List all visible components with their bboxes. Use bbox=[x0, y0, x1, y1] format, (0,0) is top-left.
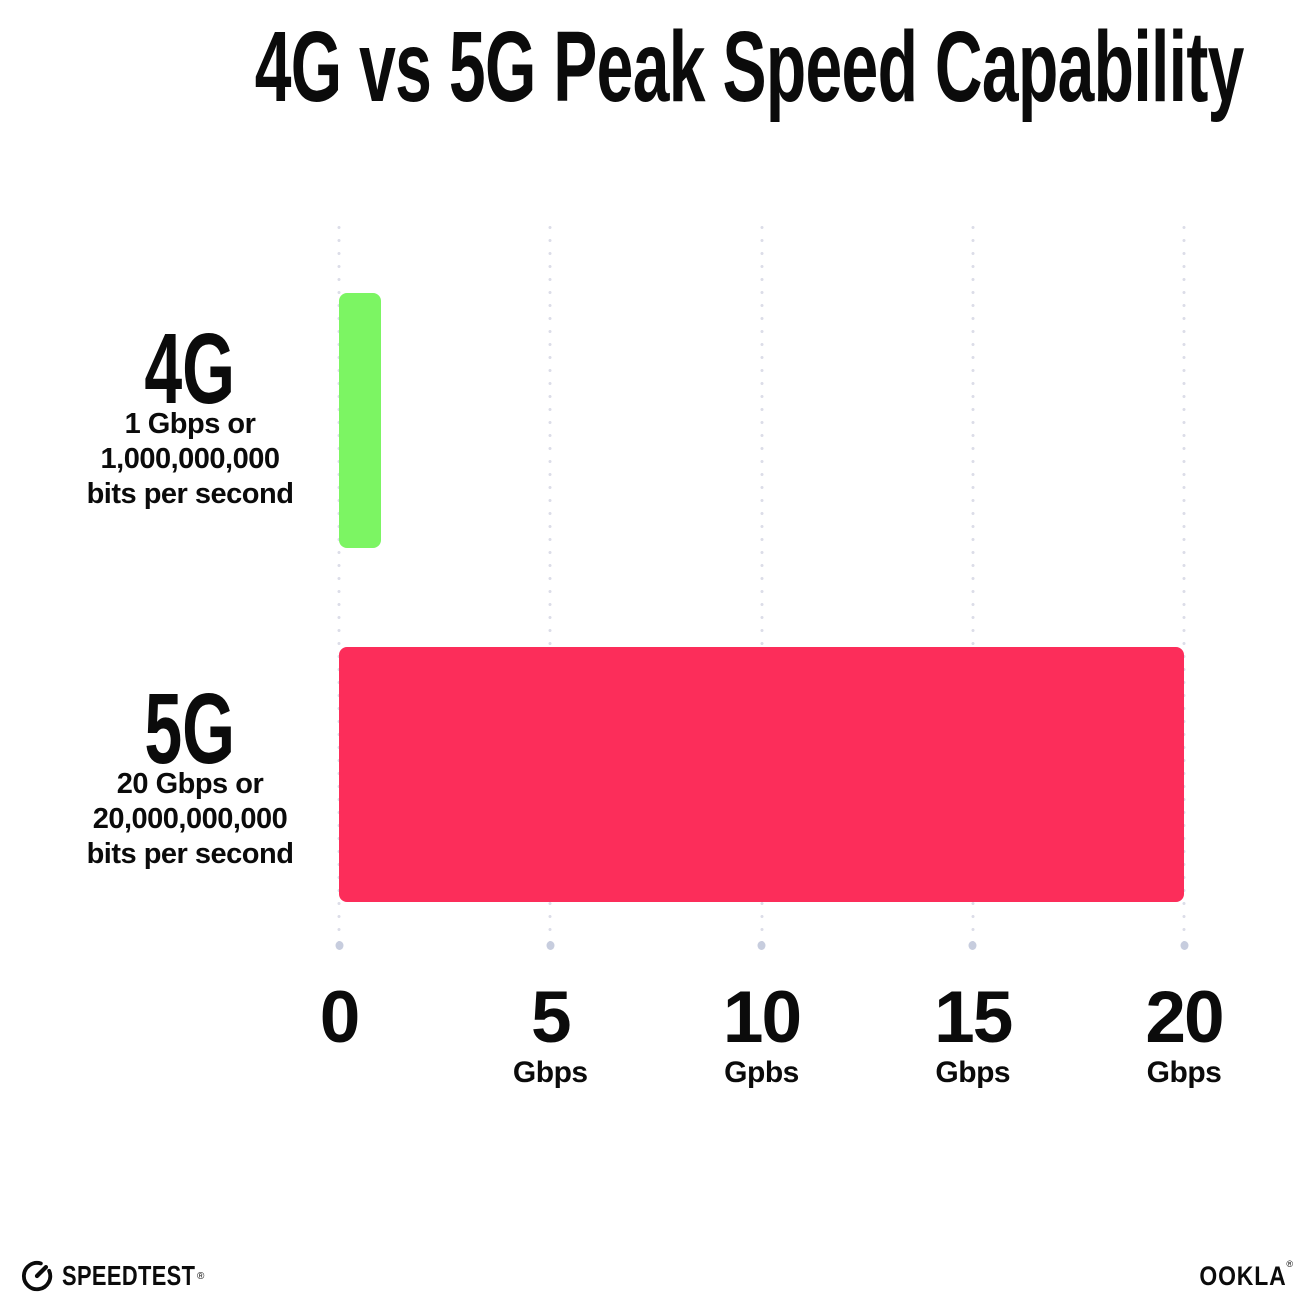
x-tick-unit: Gbps bbox=[512, 1056, 588, 1089]
x-axis: 0 5 Gbps 10 Gpbs 15 Gbps 20 Gbps bbox=[320, 977, 1225, 1108]
desc-line: 20 Gbps or bbox=[116, 768, 264, 800]
x-tick-value: 15 bbox=[934, 977, 1013, 1058]
chart-title: 4G vs 5G Peak Speed Capability bbox=[0, 17, 1308, 117]
row-label-5g: 5G 20 Gbps or 20,000,000,000 bits per se… bbox=[40, 673, 340, 872]
x-tick-value: 0 bbox=[319, 977, 361, 1058]
desc-line: 1,000,000,000 bbox=[100, 443, 280, 475]
row-name-5g: 5G bbox=[40, 673, 340, 785]
speedtest-logo: SPEEDTEST ® bbox=[20, 1259, 204, 1293]
chart-title-text: 4G vs 5G Peak Speed Capability bbox=[254, 11, 1245, 123]
gridline-15 bbox=[971, 221, 975, 948]
x-tick-unit: Gpbs bbox=[724, 1056, 799, 1089]
speedtest-wordmark: SPEEDTEST bbox=[62, 1260, 196, 1291]
speedtest-registered-mark: ® bbox=[196, 1270, 205, 1282]
row-label-4g: 4G 1 Gbps or 1,000,000,000 bits per seco… bbox=[40, 313, 340, 512]
row-name-4g: 4G bbox=[40, 313, 340, 425]
gridline-20 bbox=[1182, 221, 1186, 948]
x-tick-10: 10 Gpbs bbox=[722, 977, 802, 1089]
footer: SPEEDTEST ® OOKLA ® bbox=[20, 1256, 1293, 1296]
gridline-5 bbox=[548, 221, 552, 948]
desc-line: bits per second bbox=[86, 478, 294, 510]
x-tick-unit: Gbps bbox=[935, 1056, 1011, 1089]
x-tick-value: 5 bbox=[530, 977, 572, 1058]
desc-line: 20,000,000,000 bbox=[92, 803, 288, 835]
x-tick-value: 20 bbox=[1145, 977, 1224, 1058]
bar-5g bbox=[339, 647, 1184, 902]
ookla-registered-mark: ® bbox=[1286, 1258, 1293, 1269]
desc-line: bits per second bbox=[86, 838, 294, 870]
row-desc-5g: 20 Gbps or 20,000,000,000 bits per secon… bbox=[40, 767, 340, 872]
ookla-logo: OOKLA ® bbox=[1184, 1258, 1293, 1292]
x-tick-15: 15 Gbps bbox=[934, 977, 1013, 1089]
x-tick-5: 5 Gbps bbox=[512, 977, 588, 1089]
x-tick-value: 10 bbox=[722, 977, 802, 1058]
gridline-10 bbox=[760, 221, 763, 948]
row-name-5g-text: 5G bbox=[144, 673, 236, 785]
x-tick-0: 0 bbox=[319, 977, 361, 1058]
row-desc-4g: 1 Gbps or 1,000,000,000 bits per second bbox=[40, 407, 340, 512]
plot-area bbox=[337, 221, 1186, 958]
desc-line: 1 Gbps or bbox=[124, 408, 256, 440]
ookla-wordmark: OOKLA bbox=[1199, 1260, 1287, 1291]
gridline-0 bbox=[337, 221, 341, 948]
row-name-4g-text: 4G bbox=[144, 313, 236, 425]
x-tick-unit: Gbps bbox=[1146, 1056, 1222, 1089]
bar-4g bbox=[339, 293, 382, 548]
x-tick-20: 20 Gbps bbox=[1145, 977, 1224, 1089]
speedtest-gauge-icon bbox=[22, 1260, 53, 1292]
